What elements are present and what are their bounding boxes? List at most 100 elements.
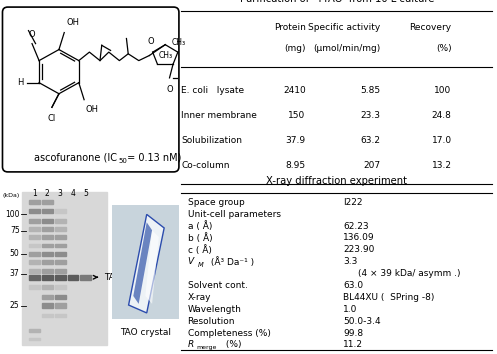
Text: 4: 4 bbox=[71, 189, 76, 198]
Text: Solubilization: Solubilization bbox=[181, 136, 243, 145]
Bar bbox=[29, 338, 40, 340]
Text: H: H bbox=[17, 78, 23, 87]
Bar bbox=[29, 235, 40, 239]
Bar bbox=[55, 244, 66, 247]
Bar bbox=[55, 219, 66, 223]
Bar bbox=[29, 209, 40, 213]
Text: 24.8: 24.8 bbox=[432, 111, 452, 120]
Text: (kDa): (kDa) bbox=[2, 193, 19, 198]
Text: c ( Å): c ( Å) bbox=[188, 245, 212, 255]
Text: Cl: Cl bbox=[48, 114, 56, 123]
Text: BL44XU (  SPring -8): BL44XU ( SPring -8) bbox=[343, 293, 434, 302]
Text: (mg): (mg) bbox=[284, 44, 306, 53]
Text: 63.2: 63.2 bbox=[360, 136, 380, 145]
Text: Recovery: Recovery bbox=[410, 23, 452, 32]
Text: 207: 207 bbox=[363, 161, 380, 170]
Text: 50.0-3.4: 50.0-3.4 bbox=[343, 316, 381, 326]
Bar bbox=[55, 209, 66, 213]
Bar bbox=[42, 200, 53, 205]
Text: 25: 25 bbox=[10, 301, 19, 310]
Text: 223.90: 223.90 bbox=[343, 245, 374, 254]
Text: 100: 100 bbox=[434, 86, 452, 95]
Text: 37: 37 bbox=[10, 269, 19, 279]
Text: R: R bbox=[188, 341, 194, 349]
Text: Wavelength: Wavelength bbox=[188, 305, 242, 314]
Bar bbox=[42, 269, 53, 273]
Text: I222: I222 bbox=[343, 198, 362, 207]
Text: Co-column: Co-column bbox=[181, 161, 230, 170]
Text: Unit-cell parameters: Unit-cell parameters bbox=[188, 210, 281, 219]
Text: merge: merge bbox=[196, 346, 217, 350]
Text: 13.2: 13.2 bbox=[432, 161, 452, 170]
Text: 100: 100 bbox=[5, 210, 19, 218]
Bar bbox=[42, 219, 53, 223]
Bar bbox=[29, 261, 40, 264]
Bar bbox=[55, 285, 66, 289]
Bar bbox=[42, 285, 53, 289]
Text: 1: 1 bbox=[32, 189, 37, 198]
Text: TAO crystal: TAO crystal bbox=[120, 328, 171, 337]
Text: CH₃: CH₃ bbox=[159, 51, 172, 60]
Text: 5.85: 5.85 bbox=[360, 86, 380, 95]
Text: 75: 75 bbox=[10, 226, 19, 235]
Text: 50: 50 bbox=[118, 158, 127, 164]
Bar bbox=[29, 244, 40, 247]
Text: M: M bbox=[198, 262, 203, 268]
Text: 62.23: 62.23 bbox=[343, 222, 369, 230]
Text: 50: 50 bbox=[10, 250, 19, 258]
Text: 2: 2 bbox=[45, 189, 50, 198]
Text: (%): (%) bbox=[223, 341, 242, 349]
Text: Resolution: Resolution bbox=[188, 316, 235, 326]
Text: TAO: TAO bbox=[93, 273, 122, 282]
Text: OH: OH bbox=[66, 18, 79, 28]
Text: Space group: Space group bbox=[188, 198, 245, 207]
Text: 5: 5 bbox=[83, 189, 88, 198]
Text: O: O bbox=[148, 37, 154, 46]
Bar bbox=[42, 235, 53, 239]
Text: (%): (%) bbox=[436, 44, 452, 53]
Text: Solvent cont.: Solvent cont. bbox=[188, 281, 248, 290]
Text: OH: OH bbox=[86, 105, 99, 114]
Text: 17.0: 17.0 bbox=[431, 136, 452, 145]
Text: 3: 3 bbox=[58, 189, 63, 198]
Text: 63.0: 63.0 bbox=[343, 281, 363, 290]
Bar bbox=[55, 269, 66, 273]
Text: (Å³ Da⁻¹ ): (Å³ Da⁻¹ ) bbox=[208, 257, 254, 267]
Text: CH₃: CH₃ bbox=[171, 39, 185, 47]
Text: Protein: Protein bbox=[274, 23, 306, 32]
Bar bbox=[42, 252, 53, 256]
Bar bbox=[42, 295, 53, 299]
Text: b ( Å): b ( Å) bbox=[188, 233, 212, 243]
Bar bbox=[68, 275, 79, 280]
Bar bbox=[55, 261, 66, 264]
Text: O: O bbox=[29, 29, 35, 39]
Text: 11.2: 11.2 bbox=[343, 341, 363, 349]
Bar bbox=[55, 252, 66, 256]
Text: 3.3: 3.3 bbox=[343, 257, 357, 266]
Text: = 0.13 nM): = 0.13 nM) bbox=[124, 153, 181, 162]
Text: 8.95: 8.95 bbox=[286, 161, 306, 170]
FancyBboxPatch shape bbox=[2, 7, 179, 172]
Text: X-ray: X-ray bbox=[188, 293, 211, 302]
Text: 136.09: 136.09 bbox=[343, 233, 375, 242]
Bar bbox=[29, 275, 40, 280]
Polygon shape bbox=[133, 222, 152, 304]
Text: a ( Å): a ( Å) bbox=[188, 221, 212, 231]
Bar bbox=[42, 244, 53, 247]
Text: X-ray diffraction experiment: X-ray diffraction experiment bbox=[266, 176, 407, 186]
Bar bbox=[29, 200, 40, 205]
Text: 23.3: 23.3 bbox=[360, 111, 380, 120]
Bar bbox=[55, 235, 66, 239]
Bar bbox=[29, 219, 40, 223]
Bar bbox=[42, 209, 53, 213]
Bar bbox=[55, 303, 66, 308]
Bar bbox=[55, 275, 66, 280]
Bar bbox=[29, 329, 40, 332]
Bar bbox=[55, 295, 66, 299]
Text: E. coli   lysate: E. coli lysate bbox=[181, 86, 245, 95]
Text: (4 × 39 kDa/ asymm .): (4 × 39 kDa/ asymm .) bbox=[358, 269, 461, 278]
Bar bbox=[42, 261, 53, 264]
Bar bbox=[81, 275, 91, 280]
Bar bbox=[42, 314, 53, 317]
Text: 37.9: 37.9 bbox=[286, 136, 306, 145]
